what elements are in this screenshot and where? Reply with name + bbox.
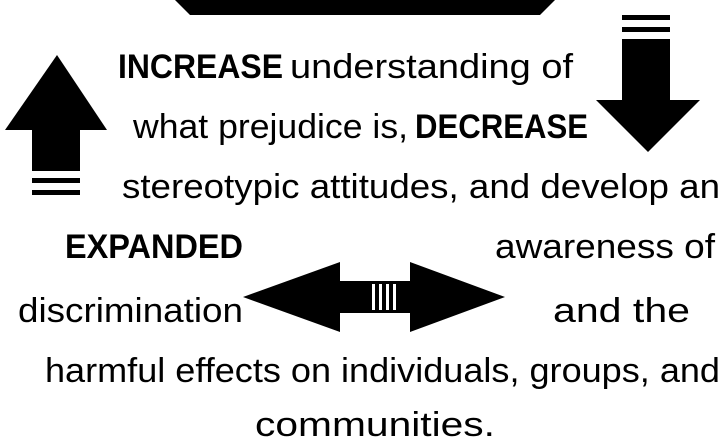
double-arrow	[243, 262, 505, 332]
text-segment: awareness of	[495, 228, 716, 266]
text-segment: and the	[553, 292, 690, 330]
up-arrow	[5, 55, 107, 195]
text-segment: stereotypic attitudes, and develop an	[122, 168, 720, 206]
down-arrow	[596, 15, 700, 152]
text-segment: what prejudice is,	[132, 108, 408, 146]
top-banner	[175, 0, 555, 15]
text-segment: EXPANDED	[65, 228, 243, 266]
text-segment: harmful effects on individuals, groups, …	[45, 352, 720, 390]
text-segment: communities.	[255, 406, 495, 444]
text-segment: INCREASE	[118, 48, 283, 86]
text-segment: understanding of	[290, 48, 574, 86]
text-segment: DECREASE	[415, 108, 588, 146]
text-segment: discrimination	[18, 292, 243, 330]
